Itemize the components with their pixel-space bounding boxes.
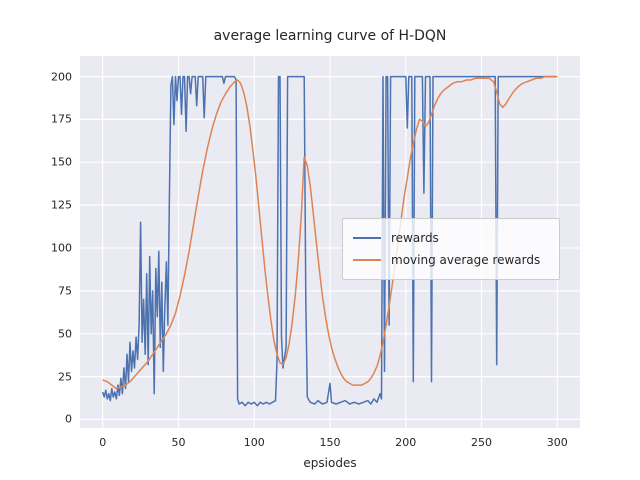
rewards-line-swatch xyxy=(353,237,381,239)
legend-label-rewards: rewards xyxy=(391,231,439,245)
chart-title: average learning curve of H-DQN xyxy=(213,28,447,44)
y-tick-label: 25 xyxy=(58,370,72,384)
moving-average-line xyxy=(102,75,558,390)
x-tick-label: 250 xyxy=(471,436,492,449)
legend: rewards moving average rewards xyxy=(342,218,560,280)
x-tick-label: 0 xyxy=(99,436,107,449)
x-tick-label: 300 xyxy=(546,436,568,449)
y-tick-label: 75 xyxy=(58,284,72,298)
y-tick-label: 125 xyxy=(51,198,72,212)
plot-area: rewards moving average rewards xyxy=(80,56,580,428)
legend-entry-moving-average: moving average rewards xyxy=(353,249,549,271)
x-axis-label: epsiodes xyxy=(303,456,357,470)
x-tick-label: 150 xyxy=(319,436,341,449)
legend-entry-rewards: rewards xyxy=(353,227,549,249)
y-tick-label: 200 xyxy=(51,70,72,84)
y-tick-label: 150 xyxy=(51,155,72,169)
x-tick-label: 200 xyxy=(395,436,417,449)
legend-label-moving-average: moving average rewards xyxy=(391,253,541,267)
y-tick-label: 100 xyxy=(51,241,72,255)
y-tick-label: 50 xyxy=(58,327,72,341)
rewards-line xyxy=(101,75,558,407)
y-tick-label: 0 xyxy=(65,412,72,426)
x-tick-label: 100 xyxy=(243,436,265,449)
y-tick-label: 175 xyxy=(51,112,72,126)
x-tick-label: 50 xyxy=(171,436,186,449)
moving-average-line-swatch xyxy=(353,259,381,261)
